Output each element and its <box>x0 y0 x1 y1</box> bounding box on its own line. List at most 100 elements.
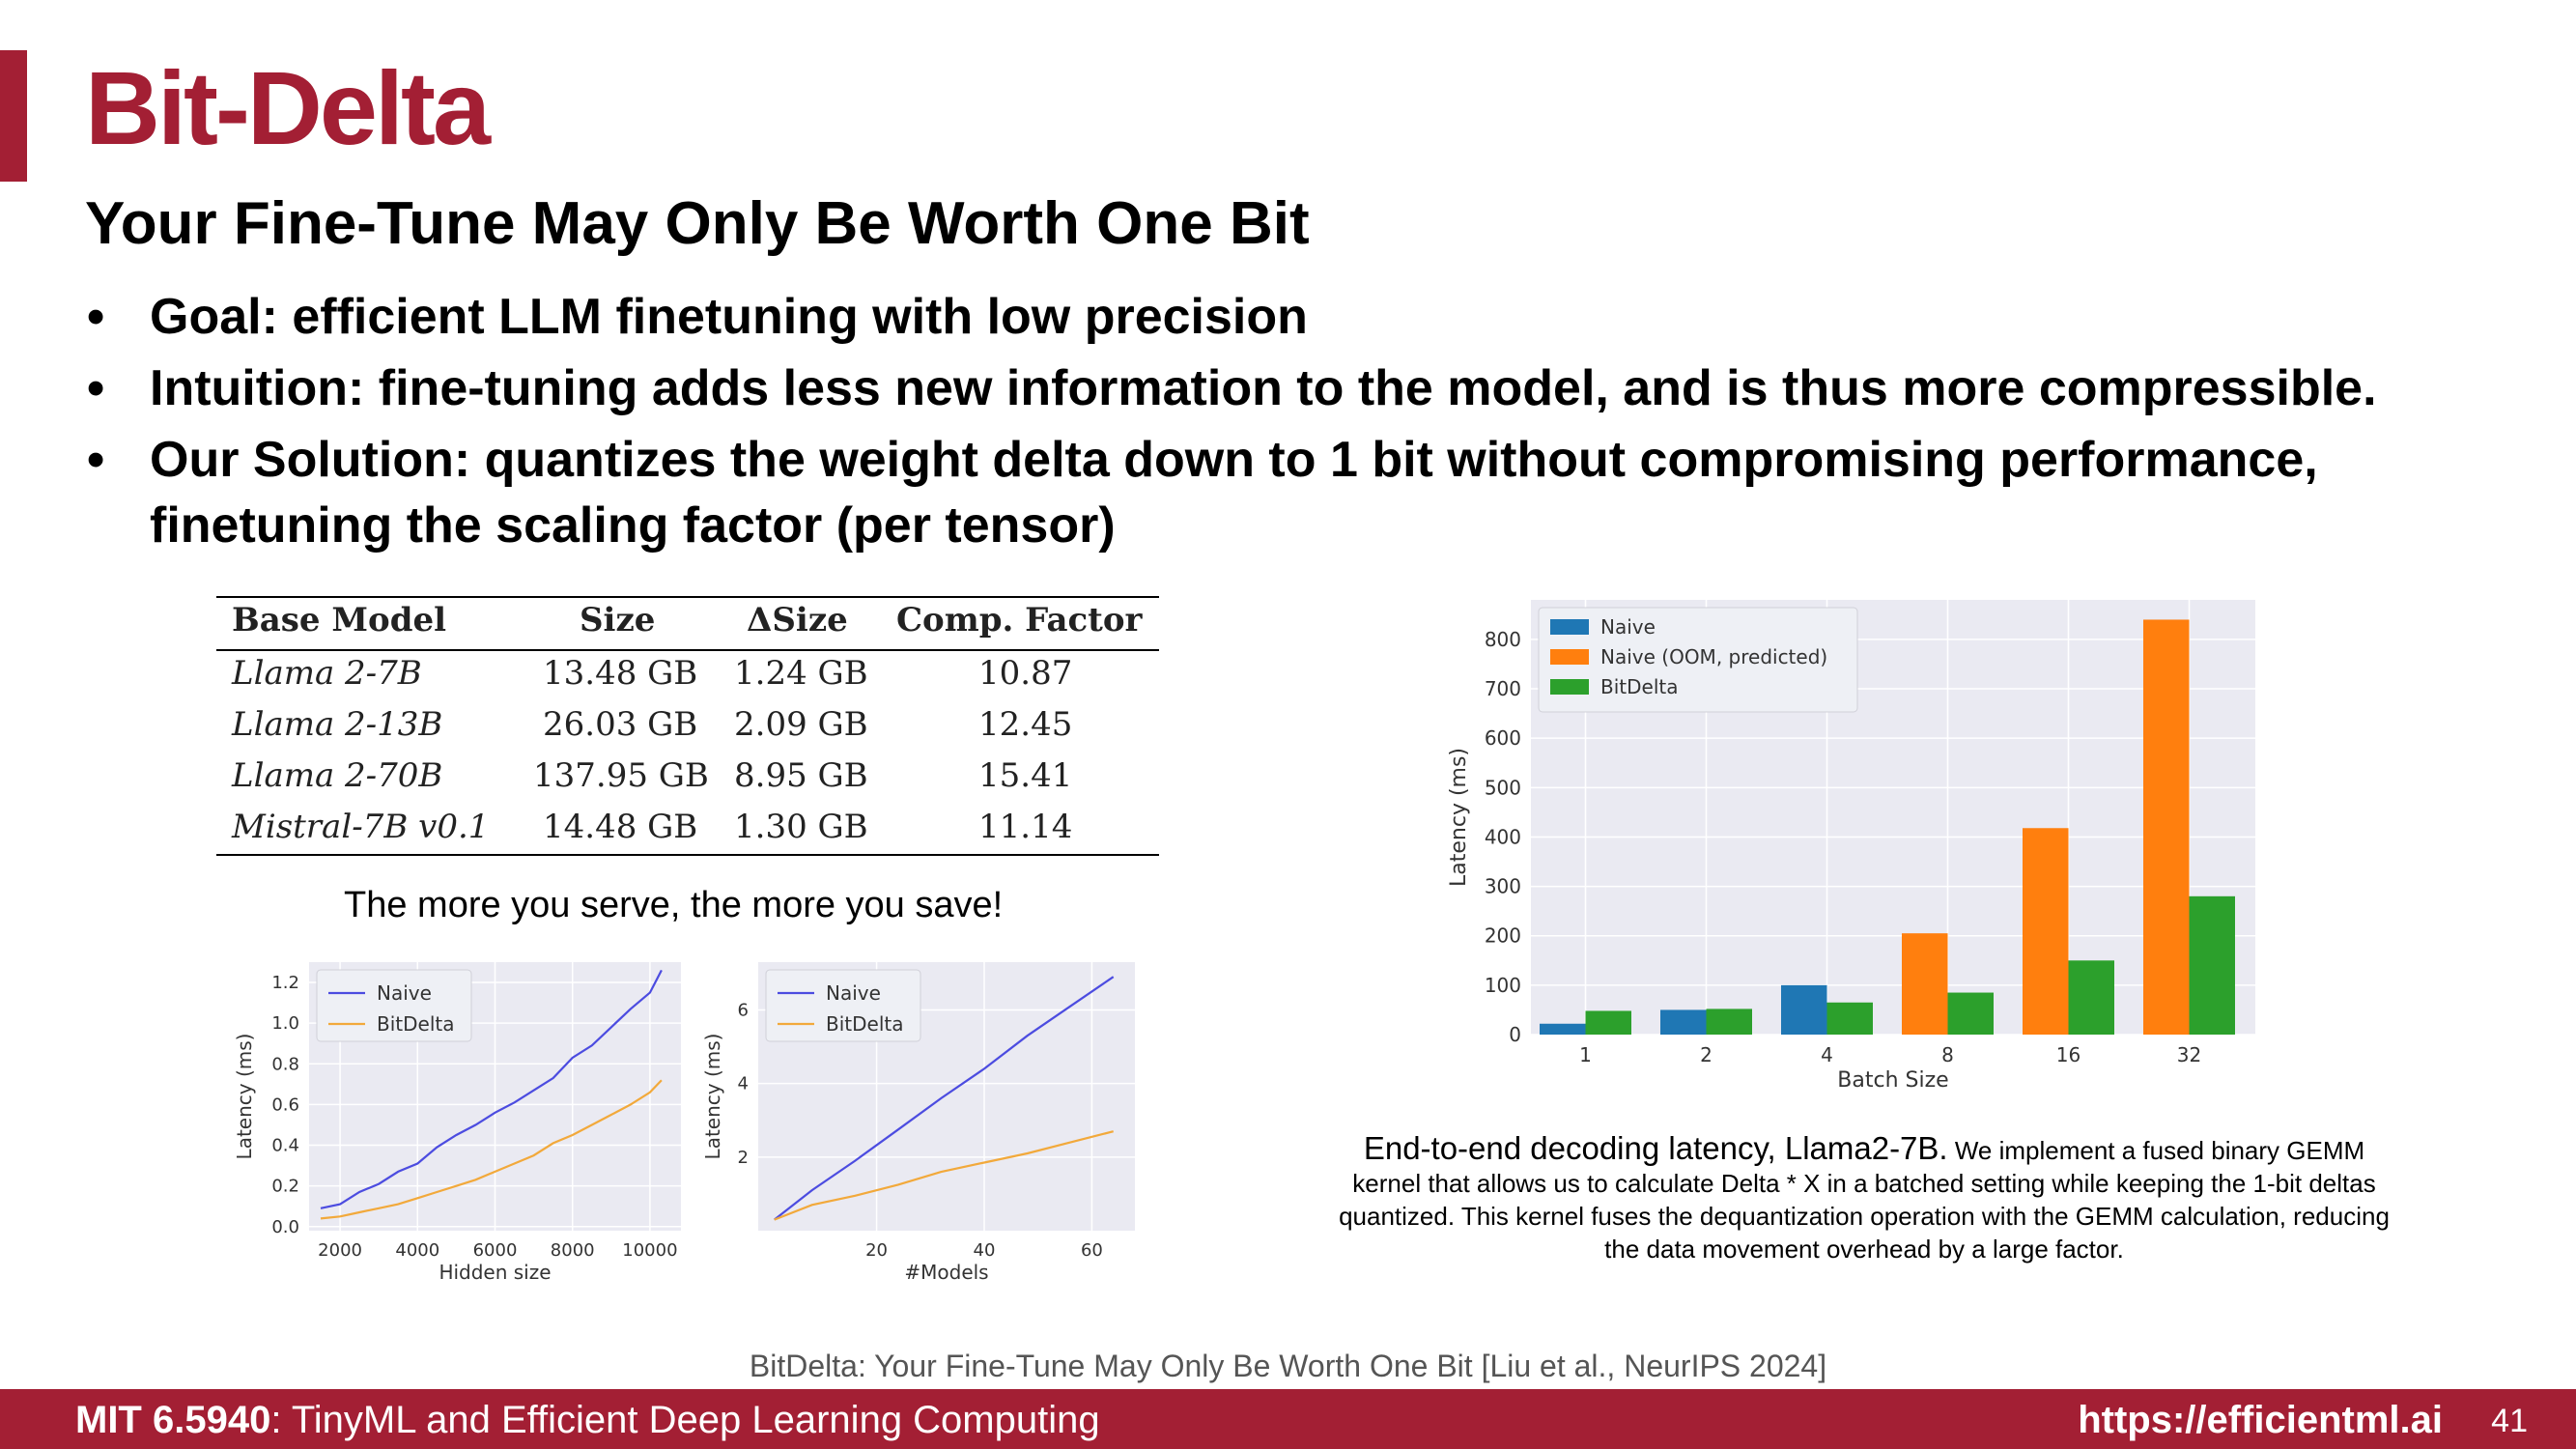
y-axis-label: Latency (ms) <box>1447 748 1471 887</box>
x-tick-label: 8000 <box>551 1240 595 1261</box>
bullet-intuition: • Intuition: fine-tuning adds less new i… <box>85 355 2558 421</box>
x-axis-label: Batch Size <box>1837 1068 1948 1093</box>
table-header-size: Size <box>580 601 656 639</box>
bullet-marker: • <box>87 432 105 488</box>
table-cell-comp-factor: 15.41 <box>978 756 1073 795</box>
y-tick-label: 1.0 <box>271 1013 299 1034</box>
table-cell-comp-factor: 10.87 <box>978 654 1073 693</box>
y-axis-label: Latency (ms) <box>233 1034 256 1160</box>
x-tick-label: 2 <box>1700 1043 1713 1066</box>
series-line-bitdelta <box>320 1079 663 1220</box>
caption-heading: End-to-end decoding latency, Llama2-7B. <box>1363 1130 1948 1166</box>
latency-vs-batch-size-chart: 0 100 200 300 400 500 600 700 800 1 2 4 8 16 32 Batch S… <box>1444 594 2275 1096</box>
legend-swatch <box>1550 619 1589 635</box>
y-tick-label: 100 <box>1485 974 1521 997</box>
table-cell-size: 13.48 GB <box>543 654 698 693</box>
table-cell-model: Llama 2-7B <box>232 654 422 693</box>
legend-label: BitDelta <box>826 1012 903 1036</box>
legend-label: Naive <box>826 981 881 1005</box>
citation: BitDelta: Your Fine-Tune May Only Be Wor… <box>749 1349 1827 1383</box>
y-tick-label: 600 <box>1485 726 1521 750</box>
bullet-goal: • Goal: efficient LLM finetuning with lo… <box>85 284 2558 350</box>
legend-swatch <box>1550 649 1589 665</box>
table-cell-comp-factor: 12.45 <box>978 705 1073 744</box>
y-tick-label: 0.4 <box>271 1136 299 1156</box>
table-cell-size: 137.95 GB <box>533 756 709 795</box>
bullet-text: Intuition: fine-tuning adds less new inf… <box>150 360 2377 416</box>
bar-naive <box>1660 1009 1707 1035</box>
x-tick-label: 20 <box>865 1240 888 1261</box>
y-tick-label: 1.2 <box>271 973 299 993</box>
bullet-text: Goal: efficient LLM finetuning with low … <box>150 289 1308 345</box>
footer-bar: MIT 6.5940: TinyML and Efficient Deep Le… <box>0 1389 2576 1449</box>
bar-naive-oom <box>2023 828 2069 1035</box>
bar-bitdelta <box>1706 1009 1752 1035</box>
x-tick-label: 2000 <box>318 1240 362 1261</box>
chart-svg: 2000 4000 6000 8000 10000 0.0 0.2 0.4 0.6 0.8 1.0 1… <box>233 962 681 1284</box>
bar-bitdelta <box>1947 992 1994 1035</box>
bullet-text: Our Solution: quantizes the weight delta… <box>150 432 2318 554</box>
slide-subtitle: Your Fine-Tune May Only Be Worth One Bit <box>85 190 1310 257</box>
course-name: : TinyML and Efficient Deep Learning Com… <box>270 1399 1100 1441</box>
y-tick-label: 400 <box>1485 825 1521 848</box>
chart-svg: 0 100 200 300 400 500 600 700 800 1 2 4 8 16 32 Batch S… <box>1447 600 2255 1093</box>
table-cell-size: 14.48 GB <box>543 808 698 846</box>
bar-naive <box>1781 984 1827 1035</box>
y-tick-label: 0.8 <box>271 1054 299 1074</box>
y-tick-label: 0.6 <box>271 1094 299 1115</box>
legend-label: BitDelta <box>1600 675 1678 698</box>
serve-caption: The more you serve, the more you save! <box>344 885 1004 925</box>
page-number: 41 <box>2491 1403 2528 1439</box>
legend-label: Naive <box>377 981 432 1005</box>
y-tick-label: 800 <box>1485 628 1521 651</box>
table-cell-size: 26.03 GB <box>543 705 698 744</box>
series-line-bitdelta <box>774 1130 1114 1221</box>
x-tick-label: 32 <box>2177 1043 2201 1066</box>
legend-label: Naive (OOM, predicted) <box>1600 645 1827 668</box>
series-line-naive <box>774 976 1115 1221</box>
x-tick-label: 60 <box>1081 1240 1103 1261</box>
slide-title: Bit-Delta <box>85 49 491 166</box>
bullet-marker: • <box>87 360 105 416</box>
x-tick-label: 40 <box>974 1240 996 1261</box>
y-tick-label: 500 <box>1485 776 1521 799</box>
table-cell-delta-size: 1.30 GB <box>734 808 868 846</box>
table-bottom-rule <box>216 854 1159 856</box>
table-header-delta-size: ΔSize <box>747 601 848 639</box>
table-cell-delta-size: 8.95 GB <box>734 756 868 795</box>
y-tick-label: 2 <box>738 1148 749 1168</box>
latency-vs-models-chart: 20 40 60 2 4 6 #Models Latency (ms) Naive BitDelt… <box>700 956 1145 1294</box>
legend-label: Naive <box>1600 615 1656 639</box>
bullet-marker: • <box>87 289 105 345</box>
table-cell-model: Llama 2-13B <box>232 705 443 744</box>
table-cell-model: Mistral-7B v0.1 <box>232 808 490 846</box>
table-cell-delta-size: 1.24 GB <box>734 654 868 693</box>
y-tick-label: 0.0 <box>271 1217 299 1237</box>
chart-svg: 20 40 60 2 4 6 #Models Latency (ms) Naive BitDelt… <box>701 962 1135 1284</box>
legend-label: BitDelta <box>377 1012 454 1036</box>
legend-box <box>1538 607 1858 713</box>
bar-bitdelta <box>2189 895 2235 1035</box>
latency-vs-hidden-size-chart: 2000 4000 6000 8000 10000 0.0 0.2 0.4 0.6 0.8 1.0 1… <box>232 956 695 1294</box>
table-header-comp-factor: Comp. Factor <box>896 601 1143 639</box>
x-tick-label: 1 <box>1579 1043 1592 1066</box>
y-tick-label: 4 <box>738 1074 749 1094</box>
x-tick-label: 4000 <box>395 1240 439 1261</box>
caption-body: We implement a fused binary GEMM kernel … <box>1339 1136 2390 1264</box>
course-code: MIT 6.5940 <box>75 1399 271 1441</box>
table-cell-model: Llama 2-70B <box>232 756 443 795</box>
table-header-rule <box>216 649 1159 651</box>
x-tick-label: 4 <box>1821 1043 1833 1066</box>
y-tick-label: 0 <box>1509 1023 1521 1046</box>
y-tick-label: 0.2 <box>271 1177 299 1197</box>
x-tick-label: 6000 <box>473 1240 518 1261</box>
bar-bitdelta <box>1826 1002 1873 1035</box>
y-tick-label: 300 <box>1485 875 1521 898</box>
x-tick-label: 10000 <box>622 1240 677 1261</box>
x-axis-label: #Models <box>904 1261 988 1284</box>
y-axis-label: Latency (ms) <box>701 1034 724 1160</box>
y-tick-label: 700 <box>1485 677 1521 700</box>
course-url-link[interactable]: https://efficientml.ai <box>2078 1399 2443 1441</box>
y-tick-label: 6 <box>738 1001 749 1021</box>
x-axis-label: Hidden size <box>439 1261 551 1284</box>
